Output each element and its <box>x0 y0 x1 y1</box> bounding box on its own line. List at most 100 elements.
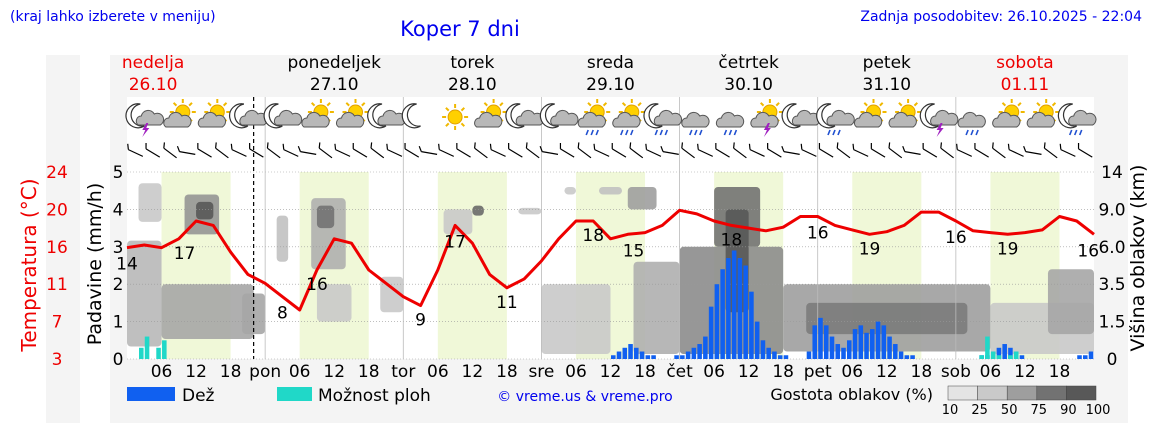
wind-barb-icon <box>539 145 559 155</box>
cloud-density-swatch <box>977 385 1008 401</box>
legend-rain-swatch <box>127 387 175 401</box>
wind-barb-shaft <box>474 147 488 159</box>
temperature-label: 18 <box>721 230 743 250</box>
wind-barb-shaft <box>836 147 851 159</box>
x-tick-label: 12 <box>462 362 484 382</box>
wind-barb-feather <box>593 143 596 150</box>
location-hint[interactable]: (kraj lahko izberete v meniju) <box>10 9 216 25</box>
rain-bar <box>772 351 777 359</box>
wind-barb-icon <box>215 142 229 159</box>
rain-drop <box>590 129 594 136</box>
rain-drop <box>654 129 659 136</box>
wind-barb-feather <box>922 143 924 149</box>
x-tick-label: čet <box>666 362 693 382</box>
temperature-label: 9 <box>415 311 426 331</box>
cloud-rain-icon <box>957 111 986 136</box>
rain-bar <box>743 265 748 359</box>
precip-tick-label: 5 <box>113 163 124 183</box>
wind-barb-icon <box>352 143 368 158</box>
wind-barb-feather <box>940 142 943 149</box>
cloud-shape <box>653 109 683 126</box>
rain-bar <box>691 347 697 359</box>
rain-bar <box>1077 355 1082 359</box>
wind-barb-feather <box>1023 145 1027 152</box>
wind-barb-shaft <box>629 147 644 159</box>
wind-barb-shaft <box>370 147 385 159</box>
wind-barb-feather <box>525 142 528 149</box>
wind-barb-shaft <box>646 149 662 157</box>
moon-cloud-rain-icon <box>643 103 683 136</box>
storm-bar <box>156 347 161 359</box>
wind-barb-feather <box>386 143 389 150</box>
precip-tick-label: 1 <box>113 313 124 333</box>
legend-storm-label: Možnost ploh <box>318 386 431 406</box>
wind-barb-feather <box>629 142 632 149</box>
wind-barb-feather <box>474 142 476 149</box>
rain-drop <box>723 129 728 136</box>
wind-barb-icon <box>577 142 592 159</box>
wind-barb-icon <box>559 143 575 158</box>
sun-ray <box>188 102 193 107</box>
wind-barb-icon <box>197 143 212 158</box>
day-date: 27.10 <box>310 75 359 95</box>
rain-bar <box>783 355 789 359</box>
rain-bar <box>760 340 766 359</box>
credit-link[interactable]: © vreme.us & vreme.pro <box>497 389 672 405</box>
wind-barb-shaft <box>231 149 247 157</box>
wind-barb-icon <box>1007 143 1024 157</box>
wind-barb-shaft <box>871 148 886 158</box>
wind-barb-icon <box>297 145 317 155</box>
x-tick-label: 12 <box>600 362 622 382</box>
moon-shape <box>367 103 387 129</box>
wind-barb-shaft <box>577 147 592 159</box>
wind-barb-shaft <box>594 149 610 157</box>
sun-ray <box>621 102 627 107</box>
grid-lines <box>127 97 1094 360</box>
rain-bar <box>703 336 708 359</box>
x-tick-label: 06 <box>565 362 587 382</box>
storm-bar <box>985 336 990 359</box>
wind-barb-feather <box>697 143 699 150</box>
rain-bar <box>812 325 818 359</box>
temperature-label: 11 <box>496 293 518 313</box>
wind-barb-feather <box>660 145 664 152</box>
x-tick-label: 06 <box>841 362 863 382</box>
moon-cloud-icon <box>263 103 303 129</box>
wind-barb-icon <box>956 143 973 157</box>
precip-tick-label: 4 <box>113 200 124 220</box>
temperature-label: 16 <box>807 224 829 244</box>
rain-bar <box>887 336 892 359</box>
wind-barb-shaft <box>267 147 281 159</box>
day-date: 31.10 <box>862 75 911 95</box>
wind-barb-shaft <box>819 148 834 158</box>
rain-bar <box>996 347 1002 359</box>
wind-barb-feather <box>748 143 751 150</box>
wind-barb-shaft <box>904 151 921 155</box>
rain-bar <box>766 347 771 359</box>
wind-barb-feather <box>870 143 872 149</box>
day-name: nedelja <box>122 53 184 73</box>
wind-barb-feather <box>197 143 199 149</box>
sun-ray <box>637 102 642 107</box>
cloud-height-tick-label: 9.0 <box>1098 200 1125 220</box>
wind-barb-shaft <box>922 148 938 158</box>
moon-cloud-icon <box>505 103 544 129</box>
wind-barb-shaft <box>767 148 782 158</box>
storm-bar <box>162 340 167 359</box>
wind-barb-shaft <box>490 149 506 157</box>
temperature-label: 14 <box>116 255 138 275</box>
wind-barb-shaft <box>526 147 540 159</box>
rain-bar <box>898 351 904 359</box>
rain-bar <box>622 347 628 359</box>
storm-bar <box>139 347 144 359</box>
rain-bar <box>829 336 835 359</box>
rain-bar <box>611 355 616 359</box>
cloud-density-swatch <box>1066 385 1097 401</box>
moon-cloud-thunder-icon <box>919 103 959 137</box>
cloud-block <box>598 186 623 195</box>
rain-bar <box>708 306 714 359</box>
sun-ray <box>222 102 228 107</box>
wind-barb-icon <box>715 143 730 158</box>
moon-cloud-icon <box>539 103 579 129</box>
sun-cloud-icon <box>1026 99 1060 128</box>
